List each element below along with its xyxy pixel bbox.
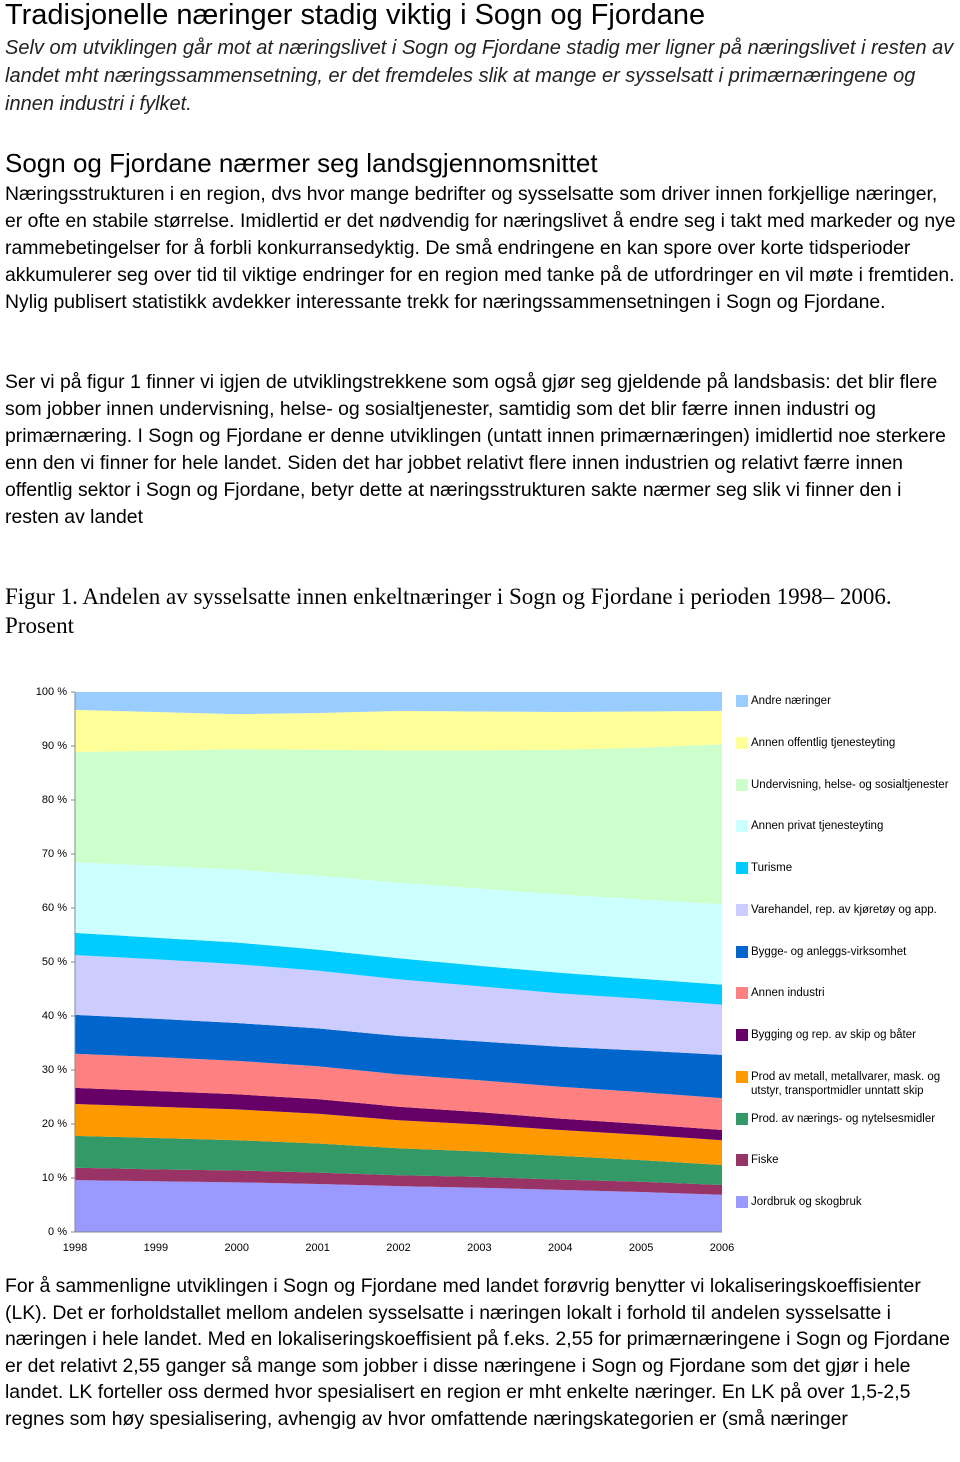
area <box>75 1104 722 1166</box>
x-tick-label: 2002 <box>386 1242 410 1254</box>
x-tick-label: 2000 <box>225 1242 249 1254</box>
legend-item: Andre næringer <box>736 694 952 708</box>
y-tick-label: 60 % <box>42 902 67 914</box>
legend-label: Andre næringer <box>751 695 831 707</box>
area <box>75 1014 722 1099</box>
legend-label: Bygge- og anleggs-virksomhet <box>751 945 907 958</box>
paragraph: Næringsstrukturen i en region, dvs hvor … <box>5 183 956 313</box>
figure-caption: Figur 1. Andelen av sysselsatte innen en… <box>5 584 892 638</box>
y-tick-label: 10 % <box>42 1172 67 1184</box>
legend-label: Annen offentlig tjenesteyting <box>751 736 896 749</box>
y-tick-label: 40 % <box>42 1010 67 1022</box>
paragraph: For å sammenligne utviklingen i Sogn og … <box>5 1275 950 1430</box>
section-heading: Sogn og Fjordane nærmer seg landsgjennom… <box>5 148 598 178</box>
legend-swatch <box>736 862 748 874</box>
area <box>75 692 722 715</box>
y-tick-label: 90 % <box>42 740 67 752</box>
x-tick-label: 2005 <box>629 1242 653 1254</box>
x-tick-label: 2006 <box>710 1242 734 1254</box>
legend-swatch <box>736 1070 748 1083</box>
x-tick-label: 1999 <box>144 1242 168 1254</box>
y-tick-label: 80 % <box>42 794 67 806</box>
area <box>75 1053 722 1130</box>
legend-swatch <box>736 987 748 1000</box>
x-tick-label: 2004 <box>548 1242 572 1254</box>
legend-item: Jordbruk og skogbruk <box>736 1195 952 1209</box>
y-tick-label: 70 % <box>42 848 67 860</box>
legend-label: Annen privat tjenesteyting <box>751 820 884 833</box>
legend-label: Prod av metall, metallvarer, mask. og ut… <box>751 1070 941 1097</box>
area <box>75 932 722 1005</box>
area <box>75 862 722 985</box>
y-tick-label: 20 % <box>42 1118 67 1130</box>
legend-item: Annen industri <box>736 986 952 1000</box>
legend-swatch <box>736 1112 748 1125</box>
legend-item: Varehandel, rep. av kjøretøy og app. <box>736 903 952 917</box>
legend-swatch <box>736 736 748 749</box>
title: Tradisjonelle næringer stadig viktig i S… <box>5 0 706 31</box>
legend-item: Fiske <box>736 1153 952 1167</box>
area <box>75 1180 722 1232</box>
legend-label: Varehandel, rep. av kjøretøy og app. <box>751 903 937 916</box>
area <box>75 1087 722 1141</box>
legend-item: Bygge- og anleggs-virksomhet <box>736 945 952 959</box>
legend-item: Prod. av nærings- og nytelsesmidler <box>736 1112 952 1126</box>
legend-item: Undervisning, helse- og sosialtjenester <box>736 778 952 792</box>
x-tick-label: 1998 <box>63 1242 87 1254</box>
y-tick-label: 30 % <box>42 1064 67 1076</box>
legend-label: Undervisning, helse- og sosialtjenester <box>751 778 949 791</box>
legend-swatch <box>736 945 748 958</box>
paragraph: Ser vi på figur 1 finner vi igjen de utv… <box>5 371 946 528</box>
legend-label: Turisme <box>751 862 793 874</box>
subtitle: Selv om utviklingen går mot at næringsli… <box>5 37 954 115</box>
legend-item: Annen privat tjenesteyting <box>736 819 952 833</box>
legend-swatch <box>736 1154 748 1167</box>
legend-label: Bygging og rep. av skip og båter <box>751 1029 916 1041</box>
chart: 0 % 10 % 20 % 30 % 40 % 50 % 60 % 70 % 80 % 90 % 1… <box>36 686 734 1254</box>
y-tick-label: 100 % <box>36 686 67 698</box>
y-tick-label: 0 % <box>48 1226 67 1238</box>
y-tick-label: 50 % <box>42 956 67 968</box>
area <box>75 954 722 1055</box>
area <box>75 709 722 752</box>
area <box>75 1135 722 1186</box>
area <box>75 1167 722 1195</box>
legend-item: Prod av metall, metallvarer, mask. og ut… <box>736 1070 952 1098</box>
legend-item: Bygging og rep. av skip og båter <box>736 1028 952 1042</box>
legend-label: Fiske <box>751 1154 779 1167</box>
legend-swatch <box>736 903 748 916</box>
legend-swatch <box>736 778 748 791</box>
legend-item: Annen offentlig tjenesteyting <box>736 736 952 750</box>
area <box>75 744 722 905</box>
legend-swatch <box>736 1029 748 1041</box>
legend-label: Annen industri <box>751 987 825 1000</box>
x-tick-label: 2001 <box>305 1242 329 1254</box>
legend-label: Jordbruk og skogbruk <box>751 1196 862 1208</box>
legend-item: Turisme <box>736 861 952 875</box>
legend-label: Prod. av nærings- og nytelsesmidler <box>751 1112 936 1125</box>
legend-swatch <box>736 1196 748 1208</box>
legend-swatch <box>736 695 748 707</box>
x-tick-label: 2003 <box>467 1242 491 1254</box>
legend-swatch <box>736 820 748 833</box>
